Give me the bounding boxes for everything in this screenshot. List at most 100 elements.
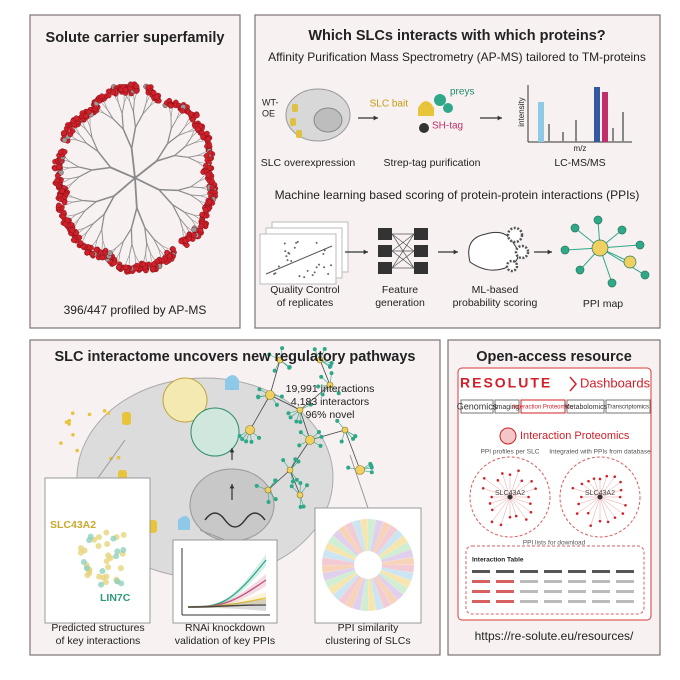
slc-node — [276, 356, 284, 364]
slc-dot — [189, 116, 196, 123]
label: WT- — [262, 97, 279, 107]
feature-box — [414, 228, 428, 240]
dashboard-tab[interactable] — [566, 399, 605, 414]
plot-band — [188, 554, 266, 608]
qc-point — [293, 246, 296, 249]
tree-branch — [130, 148, 136, 179]
illustrations — [44, 81, 652, 624]
section-heading: Affinity Purification Mass Spectrometry … — [268, 50, 646, 64]
tree-branch — [121, 102, 125, 114]
table-cell — [544, 570, 562, 573]
inset-caption: validation of key PPIs — [175, 635, 275, 647]
tree-branch — [65, 182, 73, 187]
label: SLC bait — [370, 99, 409, 110]
qc-point — [290, 259, 293, 262]
interactor-node — [304, 483, 309, 488]
gear — [514, 244, 530, 260]
network-node — [490, 508, 494, 512]
gear — [506, 226, 524, 244]
feature-box — [378, 228, 392, 240]
network-edge — [599, 496, 616, 518]
tree-branch — [79, 134, 87, 144]
slc-dot — [194, 112, 200, 119]
interactor-node — [240, 437, 245, 442]
qc-point — [283, 242, 286, 245]
tree-branch — [184, 119, 189, 127]
slc-dot — [151, 261, 157, 267]
download-box — [465, 545, 645, 615]
slc-dot — [83, 113, 89, 119]
slc-dot — [194, 126, 201, 132]
table-cell — [568, 590, 586, 593]
slc-dot — [166, 253, 173, 259]
network-edge — [577, 496, 601, 514]
metabolite — [70, 411, 75, 416]
interactor — [178, 516, 190, 530]
tree-branch — [172, 204, 185, 213]
tree-branch — [191, 219, 196, 227]
interactor-node — [298, 504, 303, 509]
arrow-head — [229, 484, 235, 489]
tree-branch — [110, 166, 136, 179]
dashboard-tab[interactable] — [605, 399, 651, 414]
tree-branch — [64, 156, 71, 163]
panel-title: Which SLCs interacts with which proteins… — [308, 28, 605, 44]
interactor-node — [312, 347, 317, 352]
interactor-node — [318, 443, 323, 448]
tree-branch — [177, 186, 191, 191]
tree-branch — [129, 243, 133, 255]
network-edge — [497, 480, 511, 498]
qc-fit — [265, 245, 333, 275]
structure-blob — [95, 534, 102, 541]
label: SLC43A2 — [50, 519, 96, 531]
interactor-node — [322, 346, 327, 351]
tree-branch — [78, 227, 85, 233]
interactor-node — [281, 458, 286, 463]
structure-blob — [99, 568, 106, 575]
tree-branch — [97, 151, 112, 168]
network-edge — [590, 496, 601, 526]
table-cell — [520, 570, 538, 573]
interactor-node — [316, 384, 321, 389]
tree-branch — [75, 210, 86, 215]
table-cell — [520, 600, 538, 603]
tree-branch — [169, 109, 172, 118]
network-edge — [299, 384, 331, 411]
dashboard-tab[interactable] — [494, 399, 520, 414]
tree-branch — [122, 128, 133, 149]
nucleus — [189, 468, 275, 542]
network-node — [577, 502, 580, 506]
tree-branch — [129, 101, 134, 113]
table-cell — [544, 590, 562, 593]
network-edge — [344, 429, 361, 471]
metabolite — [106, 411, 111, 416]
tree-branch — [198, 178, 206, 182]
metabolite — [59, 441, 63, 445]
tree-branch — [200, 186, 208, 188]
interactor-node — [293, 457, 298, 462]
bead — [419, 123, 429, 133]
slc-dot — [64, 217, 71, 224]
tree-branch — [176, 113, 182, 120]
tree-branch — [184, 121, 191, 127]
dashboard-tab[interactable] — [460, 399, 494, 414]
tree-branch — [138, 261, 141, 267]
table-cell — [496, 590, 514, 593]
section-heading: Machine learning based scoring of protei… — [275, 188, 640, 202]
label: LIN7C — [100, 592, 131, 604]
slc-node — [245, 425, 255, 435]
slc-node — [296, 491, 304, 499]
transporter — [290, 118, 296, 126]
tree-branch — [69, 214, 77, 217]
tree-branch — [144, 226, 155, 240]
structure-blob — [120, 546, 127, 553]
tree-branch — [107, 109, 114, 120]
labels: Solute carrier superfamily 396/447 profil… — [46, 28, 652, 647]
node-label: SLC43A2 — [585, 490, 615, 497]
dashboard-tab[interactable] — [520, 399, 566, 414]
tree-branch — [193, 214, 201, 216]
qc-point — [295, 241, 298, 244]
axis-label: m/z — [574, 144, 587, 153]
qc-point — [277, 265, 280, 268]
